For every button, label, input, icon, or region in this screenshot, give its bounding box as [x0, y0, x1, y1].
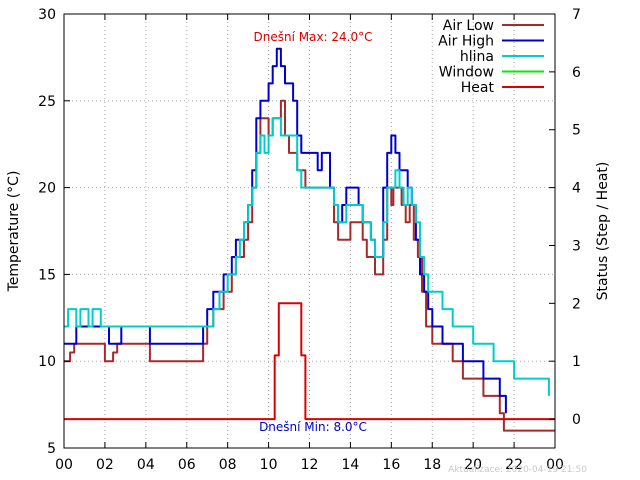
x-tick-label: 02	[96, 457, 114, 473]
max-annotation: Dnešní Max: 24.0°C	[254, 30, 373, 44]
legend-label-heat: Heat	[461, 80, 495, 96]
series-line-heat	[64, 302, 555, 421]
y2-tick-label: 0	[572, 412, 581, 428]
y2-tick-label: 7	[572, 7, 581, 23]
x-tick-label: 14	[342, 457, 360, 473]
series-layer	[64, 47, 555, 432]
tick-labels: 00 02 04 06 08 10 12 14 16 18 20 22 0051015202530012…	[38, 7, 581, 473]
x-tick-label: 18	[423, 457, 441, 473]
y2-tick-label: 6	[572, 65, 581, 81]
y-tick-label: 30	[38, 7, 56, 23]
y-tick-label: 5	[47, 441, 56, 457]
ticks	[63, 13, 556, 449]
legend-label-air-high: Air High	[438, 34, 494, 50]
series-line-air-low	[64, 99, 555, 432]
series-line-air-high	[64, 47, 507, 414]
y2-tick-label: 5	[572, 123, 581, 139]
series-line-hlina	[64, 117, 550, 396]
x-tick-label: 16	[382, 457, 400, 473]
x-tick-label: 12	[301, 457, 319, 473]
x-tick-label: 22	[505, 457, 523, 473]
y2-tick-label: 1	[572, 354, 581, 370]
y2-tick-label: 2	[572, 296, 581, 312]
x-tick-label: 00	[55, 457, 73, 473]
y-tick-label: 20	[38, 181, 56, 197]
footer-timestamp: Aktualizace: 2020-04-19 21:50	[448, 465, 587, 475]
x-tick-label: 20	[464, 457, 482, 473]
x-tick-label: 00	[546, 457, 564, 473]
x-tick-label: 06	[178, 457, 196, 473]
x-tick-label: 10	[260, 457, 278, 473]
y-tick-label: 10	[38, 354, 56, 370]
legend-label-air-low: Air Low	[443, 18, 494, 34]
y2-tick-label: 4	[572, 181, 581, 197]
y-axis-label: Temperature (°C)	[6, 171, 22, 293]
x-tick-label: 04	[137, 457, 155, 473]
y-tick-label: 25	[38, 94, 56, 110]
y2-tick-label: 3	[572, 238, 581, 254]
y-tick-label: 15	[38, 267, 56, 283]
x-tick-label: 08	[219, 457, 237, 473]
min-annotation: Dnešní Min: 8.0°C	[259, 420, 367, 434]
y2-axis-label: Status (Step / Heat)	[595, 162, 611, 301]
legend-label-hlina: hlina	[460, 49, 494, 65]
legend-label-window: Window	[439, 65, 494, 81]
